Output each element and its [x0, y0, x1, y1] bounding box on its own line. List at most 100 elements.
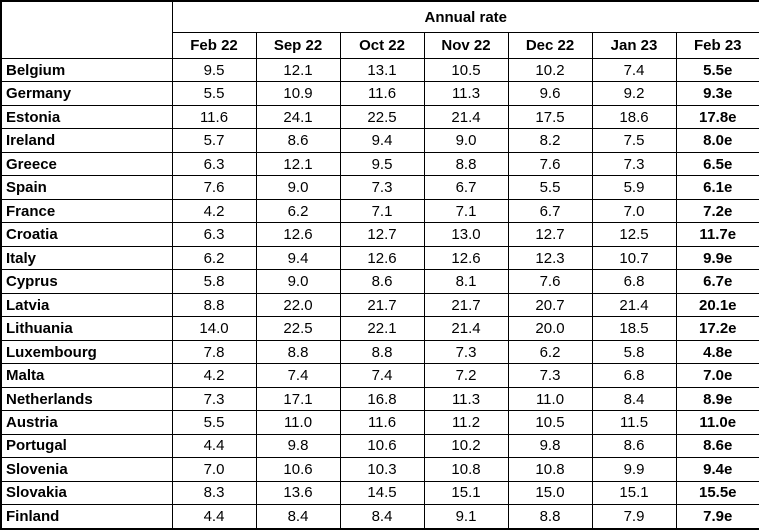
table-row: Slovenia 7.0 10.6 10.3 10.8 10.8 9.9 9.4e [0, 457, 759, 482]
value-cell: 15.1 [591, 480, 677, 506]
value-cell: 21.7 [339, 292, 425, 318]
table-row: Croatia 6.3 12.6 12.7 13.0 12.7 12.5 11.7e [0, 222, 759, 247]
value-cell: 7.1 [339, 198, 425, 224]
column-header-jan-23: Jan 23 [591, 32, 677, 59]
value-cell: 5.5e [675, 57, 759, 83]
column-header-feb-22: Feb 22 [171, 32, 257, 59]
value-cell: 11.5 [591, 410, 677, 435]
value-cell: 8.8 [171, 292, 257, 318]
value-cell: 7.2e [675, 198, 759, 224]
value-cell: 4.8e [675, 339, 759, 365]
value-cell: 9.4 [255, 245, 341, 271]
value-cell: 11.7e [675, 222, 759, 247]
value-cell: 10.3 [339, 457, 425, 482]
table-row: Spain 7.6 9.0 7.3 6.7 5.5 5.9 6.1e [0, 175, 759, 200]
value-cell: 15.1 [423, 480, 509, 506]
value-cell: 5.5 [171, 81, 257, 106]
row-header-country: Ireland [0, 128, 173, 153]
value-cell: 21.7 [423, 292, 509, 318]
table-row: Luxembourg 7.8 8.8 8.8 7.3 6.2 5.8 4.8e [0, 339, 759, 365]
value-cell: 9.3e [675, 81, 759, 106]
value-cell: 7.3 [591, 151, 677, 177]
value-cell: 8.0e [675, 128, 759, 153]
value-cell: 4.2 [171, 198, 257, 224]
row-header-country: Estonia [0, 104, 173, 130]
row-header-country: Italy [0, 245, 173, 271]
row-header-country: Austria [0, 410, 173, 435]
value-cell: 8.1 [423, 269, 509, 294]
group-header-row: Annual rate [0, 0, 759, 59]
value-cell: 10.2 [507, 57, 593, 83]
value-cell: 21.4 [423, 316, 509, 341]
value-cell: 7.3 [507, 363, 593, 388]
row-header-country: France [0, 198, 173, 224]
value-cell: 15.5e [675, 480, 759, 506]
value-cell: 22.0 [255, 292, 341, 318]
value-cell: 8.6 [255, 128, 341, 153]
value-cell: 9.0 [423, 128, 509, 153]
table-title: Annual rate [171, 0, 759, 33]
value-cell: 8.6 [591, 433, 677, 459]
value-cell: 7.4 [255, 363, 341, 388]
table-header: Annual rate Feb 22 Sep 22 Oct 22 Nov 22 Dec … [0, 0, 759, 59]
value-cell: 20.1e [675, 292, 759, 318]
value-cell: 13.0 [423, 222, 509, 247]
row-header-country: Greece [0, 151, 173, 177]
value-cell: 5.5 [171, 410, 257, 435]
value-cell: 22.5 [255, 316, 341, 341]
value-cell: 22.5 [339, 104, 425, 130]
value-cell: 10.8 [507, 457, 593, 482]
value-cell: 7.6 [171, 175, 257, 200]
value-cell: 7.4 [591, 57, 677, 83]
table-row: Greece 6.3 12.1 9.5 8.8 7.6 7.3 6.5e [0, 151, 759, 177]
value-cell: 12.1 [255, 57, 341, 83]
table-row: Slovakia 8.3 13.6 14.5 15.1 15.0 15.1 15.5e [0, 480, 759, 506]
value-cell: 7.1 [423, 198, 509, 224]
value-cell: 8.4 [339, 504, 425, 530]
row-header-country: Croatia [0, 222, 173, 247]
value-cell: 7.6 [507, 269, 593, 294]
value-cell: 4.4 [171, 433, 257, 459]
value-cell: 9.0 [255, 175, 341, 200]
value-cell: 5.7 [171, 128, 257, 153]
row-header-country: Finland [0, 504, 173, 530]
column-header-nov-22: Nov 22 [423, 32, 509, 59]
value-cell: 12.7 [507, 222, 593, 247]
table-row: Germany 5.5 10.9 11.6 11.3 9.6 9.2 9.3e [0, 81, 759, 106]
value-cell: 17.2e [675, 316, 759, 341]
corner-cell [0, 0, 173, 59]
value-cell: 20.0 [507, 316, 593, 341]
row-header-country: Slovenia [0, 457, 173, 482]
table-row: Lithuania 14.0 22.5 22.1 21.4 20.0 18.5 17.2e [0, 316, 759, 341]
value-cell: 6.3 [171, 151, 257, 177]
value-cell: 7.4 [339, 363, 425, 388]
table-row: Estonia 11.6 24.1 22.5 21.4 17.5 18.6 17.8e [0, 104, 759, 130]
value-cell: 7.0 [591, 198, 677, 224]
value-cell: 12.7 [339, 222, 425, 247]
value-cell: 7.0e [675, 363, 759, 388]
table-body: Belgium 9.5 12.1 13.1 10.5 10.2 7.4 5.5e Germany… [0, 57, 759, 530]
value-cell: 7.0 [171, 457, 257, 482]
value-cell: 8.3 [171, 480, 257, 506]
value-cell: 9.6 [507, 81, 593, 106]
value-cell: 12.5 [591, 222, 677, 247]
value-cell: 5.5 [507, 175, 593, 200]
value-cell: 6.8 [591, 269, 677, 294]
value-cell: 7.3 [171, 386, 257, 412]
value-cell: 11.0e [675, 410, 759, 435]
value-cell: 10.9 [255, 81, 341, 106]
table-row: Latvia 8.8 22.0 21.7 21.7 20.7 21.4 20.1e [0, 292, 759, 318]
value-cell: 7.3 [339, 175, 425, 200]
value-cell: 10.5 [507, 410, 593, 435]
value-cell: 6.2 [507, 339, 593, 365]
column-header-dec-22: Dec 22 [507, 32, 593, 59]
value-cell: 7.2 [423, 363, 509, 388]
value-cell: 9.4 [339, 128, 425, 153]
value-cell: 11.3 [423, 81, 509, 106]
value-cell: 6.7e [675, 269, 759, 294]
value-cell: 17.8e [675, 104, 759, 130]
value-cell: 22.1 [339, 316, 425, 341]
value-cell: 12.1 [255, 151, 341, 177]
value-cell: 12.3 [507, 245, 593, 271]
value-cell: 4.4 [171, 504, 257, 530]
